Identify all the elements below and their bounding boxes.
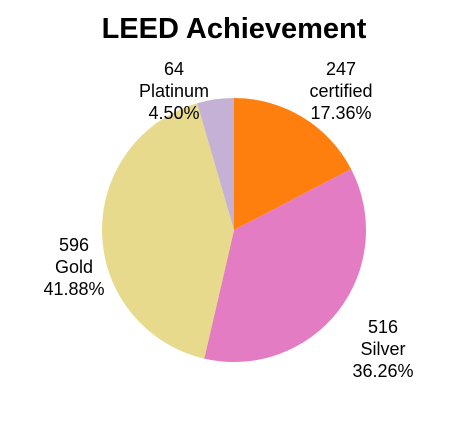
pie-slice-platinum xyxy=(197,98,234,230)
slice-label-gold: 596 Gold 41.88% xyxy=(43,235,104,299)
pie-slices xyxy=(102,98,366,362)
slice-labels: 247 certified 17.36% 516 Silver 36.26% 596 Gold… xyxy=(43,59,413,381)
slice-label-platinum: 64 Platinum 4.50% xyxy=(139,59,209,123)
pie-slice-silver xyxy=(204,169,366,362)
chart-title: LEED Achievement xyxy=(102,13,367,45)
slice-label-silver: 516 Silver 36.26% xyxy=(352,317,413,381)
pie-slice-certified xyxy=(234,98,352,230)
slice-label-certified: 247 certified 17.36% xyxy=(309,59,372,123)
pie-slice-gold xyxy=(102,103,234,359)
